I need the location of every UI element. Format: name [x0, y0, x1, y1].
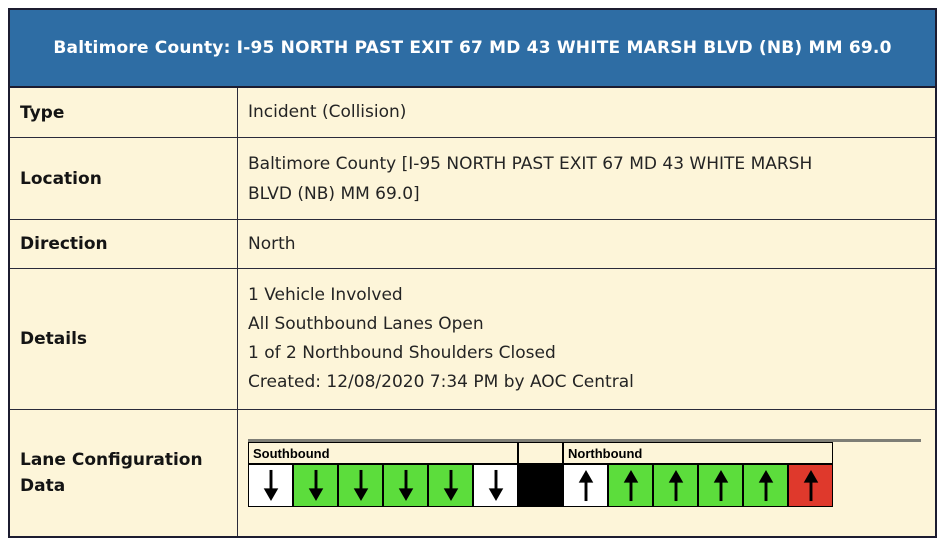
incident-title: Baltimore County: I-95 NORTH PAST EXIT 6…	[53, 38, 892, 58]
up-arrow-icon	[803, 469, 818, 502]
down-arrow-icon	[263, 469, 278, 502]
median-cell	[518, 464, 563, 507]
lane-cell-northbound-shoulder-open	[563, 464, 608, 507]
lane-cell-northbound-shoulder-closed	[788, 464, 833, 507]
lane-cell-southbound-lane-open	[293, 464, 338, 507]
down-arrow-icon	[443, 469, 458, 502]
direction-value-text: North	[248, 233, 296, 254]
location-value-line: BLVD (NB) MM 69.0]	[248, 183, 420, 204]
southbound-header: Southbound	[248, 442, 518, 464]
table-row-direction: Direction North	[10, 220, 935, 269]
down-arrow-icon	[308, 469, 323, 502]
location-label: Location	[10, 138, 238, 219]
details-line-vehicles: 1 Vehicle Involved	[248, 285, 403, 305]
lane-configuration-value: Southbound Northbound	[238, 410, 935, 536]
lane-cell-northbound-lane-open	[743, 464, 788, 507]
up-arrow-icon	[668, 469, 683, 502]
lane-cell-northbound-lane-open	[653, 464, 698, 507]
lane-cell-southbound-lane-open	[338, 464, 383, 507]
direction-label: Direction	[10, 220, 238, 268]
type-label: Type	[10, 88, 238, 137]
up-arrow-icon	[758, 469, 773, 502]
up-arrow-icon	[578, 469, 593, 502]
details-value: 1 Vehicle Involved All Southbound Lanes …	[238, 269, 935, 409]
lane-cell-southbound-shoulder-open	[248, 464, 293, 507]
northbound-header: Northbound	[563, 442, 833, 464]
lane-configuration-label: Lane Configuration Data	[10, 410, 238, 536]
lane-cell-southbound-lane-open	[428, 464, 473, 507]
lane-cell-southbound-shoulder-open	[473, 464, 518, 507]
lane-diagram: Southbound Northbound	[248, 439, 921, 507]
incident-title-bar: Baltimore County: I-95 NORTH PAST EXIT 6…	[10, 10, 935, 88]
location-value-line: Baltimore County [I-95 NORTH PAST EXIT 6…	[248, 153, 813, 174]
details-line-created: Created: 12/08/2020 7:34 PM by AOC Centr…	[248, 372, 634, 392]
down-arrow-icon	[353, 469, 368, 502]
details-label: Details	[10, 269, 238, 409]
median-header-spacer	[518, 442, 563, 464]
type-value-text: Incident (Collision)	[248, 102, 407, 122]
lane-cell-northbound-lane-open	[698, 464, 743, 507]
table-row-type: Type Incident (Collision)	[10, 88, 935, 138]
up-arrow-icon	[713, 469, 728, 502]
table-row-details: Details 1 Vehicle Involved All Southboun…	[10, 269, 935, 410]
down-arrow-icon	[488, 469, 503, 502]
table-row-lane-configuration: Lane Configuration Data Southbound North…	[10, 410, 935, 536]
incident-detail-panel: Baltimore County: I-95 NORTH PAST EXIT 6…	[8, 8, 937, 538]
down-arrow-icon	[398, 469, 413, 502]
details-line-northbound: 1 of 2 Northbound Shoulders Closed	[248, 343, 556, 363]
type-value: Incident (Collision)	[238, 88, 935, 137]
up-arrow-icon	[623, 469, 638, 502]
location-value: Baltimore County [I-95 NORTH PAST EXIT 6…	[238, 138, 935, 219]
lane-cell-southbound-lane-open	[383, 464, 428, 507]
details-line-southbound: All Southbound Lanes Open	[248, 314, 484, 334]
direction-value: North	[238, 220, 935, 268]
lane-cell-northbound-lane-open	[608, 464, 653, 507]
table-row-location: Location Baltimore County [I-95 NORTH PA…	[10, 138, 935, 220]
